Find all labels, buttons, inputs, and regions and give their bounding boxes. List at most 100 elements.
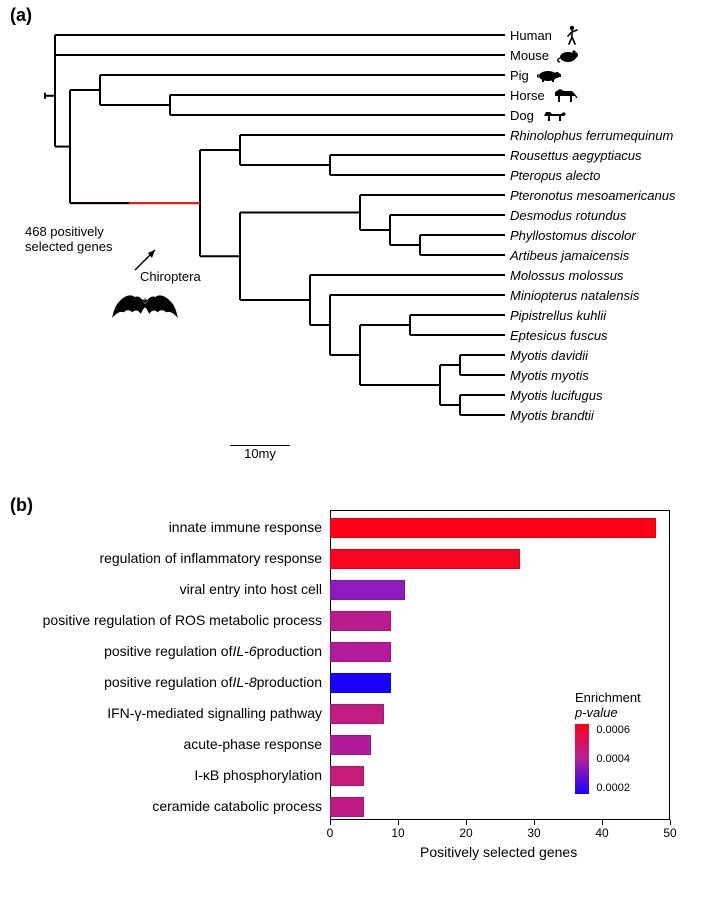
annot-line2: selected genes — [25, 239, 112, 254]
selected-genes-annotation: 468 positively selected genes — [25, 225, 112, 255]
bar-label: ceramide catabolic process — [152, 795, 322, 817]
taxon-label: Mouse — [510, 48, 549, 63]
taxon-label: Rhinolophus ferrumequinum — [510, 128, 673, 143]
x-tick-label: 40 — [595, 826, 608, 840]
bar-label: IFN-γ-mediated signalling pathway — [107, 702, 322, 724]
bar-rect — [330, 797, 364, 817]
panel-b-label: (b) — [10, 495, 33, 516]
x-tick — [466, 820, 467, 825]
pig-icon — [535, 65, 563, 85]
bar-rect — [330, 518, 656, 538]
taxon-label: Pipistrellus kuhlii — [510, 308, 606, 323]
x-tick — [398, 820, 399, 825]
taxon-label: Pteropus alecto — [510, 168, 600, 183]
taxon-row: Rhinolophus ferrumequinum — [510, 125, 673, 145]
bar-label: acute-phase response — [183, 733, 322, 755]
taxon-label: Human — [510, 28, 552, 43]
scale-bar-label: 10my — [244, 446, 276, 461]
taxon-row: Desmodus rotundus — [510, 205, 626, 225]
taxon-row: Horse — [510, 85, 579, 105]
bar-rect — [330, 549, 520, 569]
taxon-row: Artibeus jamaicensis — [510, 245, 629, 265]
taxon-label: Molossus molossus — [510, 268, 623, 283]
figure: (a) Human Mouse Pig Horse Dog Rhinolophus fer… — [0, 0, 725, 908]
bar-row: innate immune response — [330, 516, 670, 538]
bar-label: I-κB phosphorylation — [194, 764, 322, 786]
taxon-row: Miniopterus natalensis — [510, 285, 639, 305]
bar-rect — [330, 735, 371, 755]
taxon-row: Pipistrellus kuhlii — [510, 305, 606, 325]
phylogenetic-tree: Human Mouse Pig Horse Dog Rhinolophus ferrume… — [40, 25, 700, 475]
taxon-row: Pig — [510, 65, 563, 85]
annot-line1: 468 positively — [25, 224, 104, 239]
taxon-label: Artibeus jamaicensis — [510, 248, 629, 263]
bar-chart: innate immune response regulation of infl… — [40, 500, 700, 900]
taxon-row: Eptesicus fuscus — [510, 325, 608, 345]
clade-label: Chiroptera — [140, 270, 201, 285]
bar-row: regulation of inflammatory response — [330, 547, 670, 569]
bar-rect — [330, 673, 391, 693]
bar-label: positive regulation of ROS metabolic pro… — [43, 609, 322, 631]
taxon-label: Miniopterus natalensis — [510, 288, 639, 303]
bar-label: innate immune response — [169, 516, 322, 538]
taxon-label: Rousettus aegyptiacus — [510, 148, 642, 163]
x-tick — [670, 820, 671, 825]
x-tick-label: 10 — [391, 826, 404, 840]
bar-rect — [330, 580, 405, 600]
bar-row: positive regulation of IL-6 production — [330, 640, 670, 662]
taxon-label: Pteronotus mesoamericanus — [510, 188, 675, 203]
human-icon — [558, 25, 586, 45]
color-legend: Enrichment p-value 0.0006 0.0004 0.0002 — [575, 690, 641, 794]
bar-label: viral entry into host cell — [180, 578, 322, 600]
taxon-label: Myotis brandtii — [510, 408, 594, 423]
taxon-row: Myotis davidii — [510, 345, 588, 365]
taxon-label: Phyllostomus discolor — [510, 228, 636, 243]
bar-label: regulation of inflammatory response — [99, 547, 322, 569]
x-tick — [330, 820, 331, 825]
taxon-row: Phyllostomus discolor — [510, 225, 636, 245]
bar-rect — [330, 642, 391, 662]
taxon-row: Human — [510, 25, 586, 45]
taxon-label: Pig — [510, 68, 529, 83]
taxon-label: Myotis lucifugus — [510, 388, 602, 403]
legend-gradient — [575, 724, 589, 794]
bar-rect — [330, 704, 384, 724]
mouse-icon — [555, 45, 583, 65]
taxon-label: Eptesicus fuscus — [510, 328, 608, 343]
x-axis-label: Positively selected genes — [420, 844, 577, 860]
bat-icon — [110, 290, 180, 325]
taxon-row: Myotis myotis — [510, 365, 589, 385]
scale-bar: 10my — [230, 445, 290, 461]
x-tick — [534, 820, 535, 825]
taxon-row: Myotis lucifugus — [510, 385, 602, 405]
bar-label: positive regulation of IL-6 production — [104, 640, 322, 662]
taxon-label: Myotis myotis — [510, 368, 589, 383]
legend-title: Enrichment p-value — [575, 690, 641, 720]
bar-rect — [330, 766, 364, 786]
bar-rect — [330, 611, 391, 631]
taxon-row: Dog — [510, 105, 568, 125]
bar-row: ceramide catabolic process — [330, 795, 670, 817]
bar-label: positive regulation of IL-8 production — [104, 671, 322, 693]
taxon-row: Myotis brandtii — [510, 405, 594, 425]
taxon-label: Dog — [510, 108, 534, 123]
legend-ticks: 0.0006 0.0004 0.0002 — [596, 724, 630, 794]
bar-row: positive regulation of ROS metabolic pro… — [330, 609, 670, 631]
x-tick-label: 20 — [459, 826, 472, 840]
dog-icon — [540, 105, 568, 125]
taxon-label: Desmodus rotundus — [510, 208, 626, 223]
horse-icon — [551, 85, 579, 105]
panel-a-label: (a) — [10, 5, 32, 26]
bar-row: viral entry into host cell — [330, 578, 670, 600]
taxon-row: Pteropus alecto — [510, 165, 600, 185]
taxon-row: Pteronotus mesoamericanus — [510, 185, 675, 205]
taxon-row: Molossus molossus — [510, 265, 623, 285]
taxon-label: Horse — [510, 88, 545, 103]
taxon-row: Rousettus aegyptiacus — [510, 145, 642, 165]
x-tick-label: 50 — [663, 826, 676, 840]
taxon-label: Myotis davidii — [510, 348, 588, 363]
x-tick — [602, 820, 603, 825]
x-tick-label: 30 — [527, 826, 540, 840]
x-tick-label: 0 — [327, 826, 334, 840]
taxon-row: Mouse — [510, 45, 583, 65]
